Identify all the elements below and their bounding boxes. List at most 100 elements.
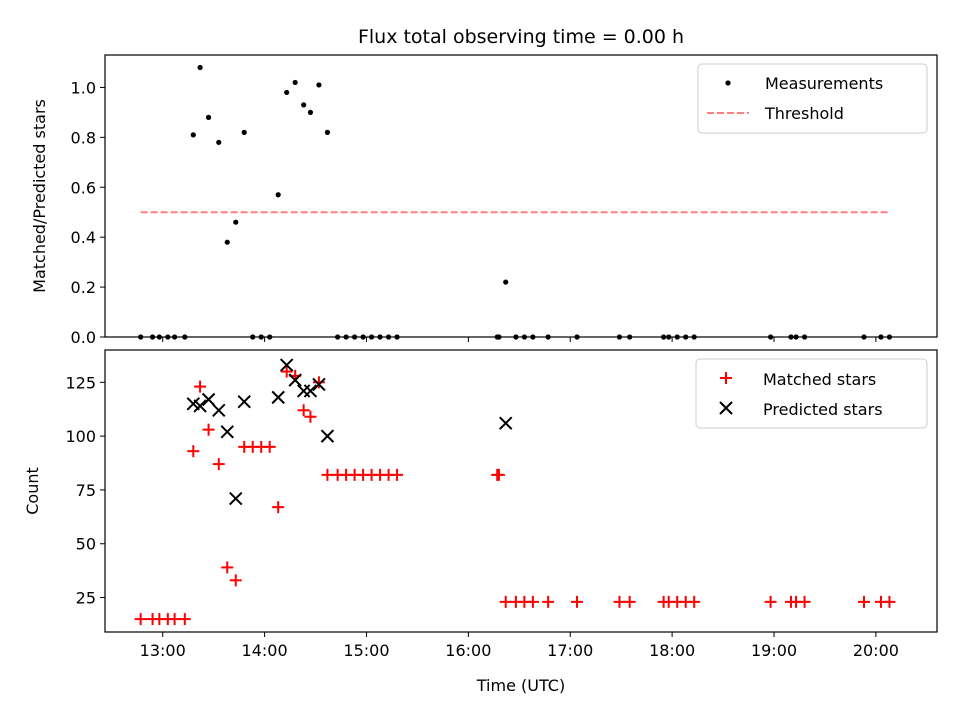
data-point: [194, 380, 207, 393]
data-point: [571, 595, 584, 608]
data-point: [233, 219, 239, 225]
y-tick-label: 25: [76, 589, 96, 608]
bottom-plot-area: [134, 358, 896, 626]
y-tick-label: 100: [65, 427, 96, 446]
y-tick-label: 0.8: [71, 128, 96, 147]
data-point: [263, 440, 276, 453]
data-point: [212, 458, 225, 471]
top-y-ticks: 0.0 0.2 0.4 0.6 0.8 1.0: [71, 78, 105, 347]
data-point: [288, 373, 302, 387]
legend-label-measurements: Measurements: [765, 74, 883, 93]
data-point: [271, 390, 285, 405]
data-point: [197, 64, 203, 71]
y-tick-label: 0.6: [71, 178, 96, 197]
data-point: [307, 109, 314, 115]
data-point: [316, 82, 322, 88]
data-point: [201, 392, 216, 407]
data-point: [613, 595, 626, 608]
data-point: [312, 377, 326, 392]
chart-title: Flux total observing time = 0.00 h: [358, 26, 684, 48]
x-tick-label: 15:00: [343, 641, 389, 660]
data-point: [187, 445, 200, 458]
data-point: [279, 358, 294, 372]
legend-label-threshold: Threshold: [764, 104, 844, 123]
x-tick-label: 17:00: [547, 641, 593, 660]
data-point: [292, 79, 298, 86]
top-panel: 0.0 0.2 0.4 0.6 0.8 1.0 Matched/Predicted sta…: [30, 54, 938, 347]
data-point: [503, 279, 509, 285]
predicted-legend-marker: [719, 401, 733, 415]
series-measurements: [138, 64, 893, 340]
x-tick-label: 16:00: [445, 641, 491, 660]
y-tick-label: 0.0: [71, 328, 96, 347]
data-point: [883, 595, 896, 608]
y-tick-label: 75: [76, 481, 96, 500]
bottom-axes-frame: [104, 349, 938, 633]
data-point: [205, 114, 212, 120]
y-tick-label: 0.2: [71, 278, 96, 297]
data-point: [241, 129, 247, 135]
data-point: [237, 394, 251, 409]
y-tick-label: 1.0: [71, 78, 96, 97]
data-point: [190, 132, 196, 138]
data-point: [321, 468, 334, 481]
top-legend: Measurements Threshold: [697, 63, 928, 134]
legend-label-matched-stars: Matched stars: [763, 370, 876, 389]
x-tick-label: 13:00: [140, 641, 186, 660]
bottom-y-axis-label: Count: [23, 467, 42, 515]
data-point: [280, 365, 293, 378]
bottom-panel: 25 50 75 100 125 13:00 14:00 15:00 16:00 17:00 18…: [23, 349, 938, 695]
data-point: [168, 613, 181, 626]
data-point: [297, 404, 310, 417]
y-tick-label: 50: [76, 535, 96, 554]
matched-legend-marker: [720, 372, 732, 384]
data-point: [229, 574, 242, 587]
data-point: [623, 595, 636, 608]
data-point: [212, 403, 226, 417]
bottom-y-ticks: 25 50 75 100 125: [65, 373, 105, 608]
data-point: [499, 416, 513, 430]
y-tick-label: 125: [65, 373, 96, 392]
data-point: [134, 613, 147, 626]
top-y-axis-label: Matched/Predicted stars: [30, 99, 49, 293]
bottom-x-ticks: 13:00 14:00 15:00 16:00 17:00 18:00 19:00 20:00: [140, 632, 899, 660]
data-point: [320, 429, 335, 443]
data-point: [272, 501, 285, 514]
data-point: [303, 384, 318, 398]
data-point: [492, 468, 505, 481]
data-point: [526, 595, 539, 608]
y-tick-label: 0.4: [71, 228, 96, 247]
data-point: [764, 595, 777, 608]
data-point: [221, 561, 234, 574]
x-tick-label: 14:00: [242, 641, 288, 660]
data-point: [499, 595, 512, 608]
data-point: [304, 410, 317, 423]
data-point: [312, 376, 325, 389]
legend-label-predicted-stars: Predicted stars: [763, 400, 883, 419]
data-point: [224, 239, 230, 245]
top-legend-box: [697, 63, 928, 134]
x-axis-label: Time (UTC): [476, 676, 565, 695]
series-matched-stars: [134, 365, 896, 626]
top-x-ticks: [162, 337, 877, 342]
series-predicted-stars: [186, 358, 513, 506]
data-point: [220, 425, 234, 439]
data-point: [301, 102, 307, 108]
data-point: [857, 595, 870, 608]
data-point: [688, 595, 701, 608]
data-point: [193, 399, 207, 413]
data-point: [275, 192, 281, 198]
bottom-legend-box: [695, 358, 928, 429]
measurements-legend-marker: [725, 80, 731, 86]
top-axes-frame: [104, 54, 938, 338]
data-point: [324, 129, 331, 135]
bottom-legend: Matched stars Predicted stars: [695, 358, 928, 429]
data-point: [284, 89, 290, 96]
top-plot-area: [138, 64, 893, 340]
data-point: [202, 423, 215, 436]
data-point: [798, 595, 811, 608]
data-point: [391, 468, 404, 481]
x-tick-label: 20:00: [853, 641, 899, 660]
x-tick-label: 18:00: [649, 641, 695, 660]
